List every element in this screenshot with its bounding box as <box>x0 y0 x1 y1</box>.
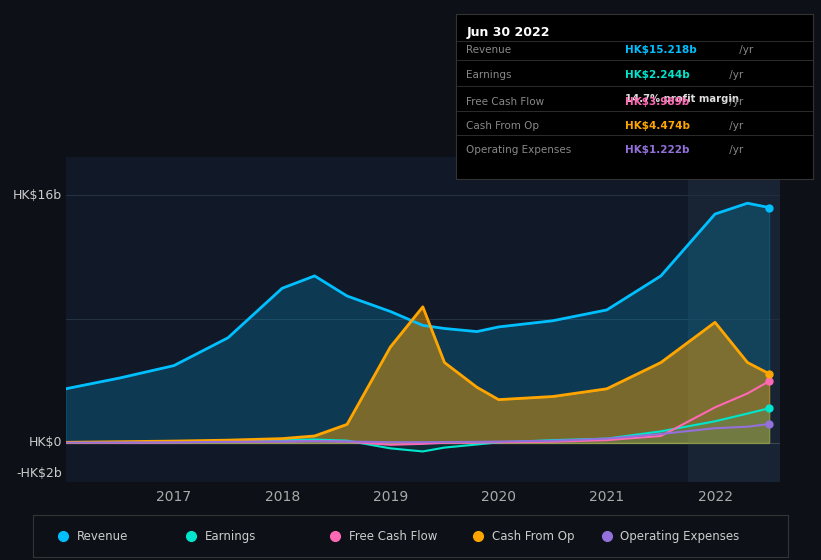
Text: HK$1.222b: HK$1.222b <box>626 146 690 155</box>
Text: Operating Expenses: Operating Expenses <box>466 146 571 155</box>
Text: Free Cash Flow: Free Cash Flow <box>466 97 544 106</box>
Text: /yr: /yr <box>736 45 753 54</box>
Text: Free Cash Flow: Free Cash Flow <box>349 530 437 543</box>
Text: Earnings: Earnings <box>205 530 256 543</box>
Text: HK$15.218b: HK$15.218b <box>626 45 697 54</box>
Text: HK$16b: HK$16b <box>13 189 62 202</box>
Text: -HK$2b: -HK$2b <box>16 468 62 480</box>
Text: Jun 30 2022: Jun 30 2022 <box>466 26 550 39</box>
Text: Earnings: Earnings <box>466 70 511 80</box>
Text: Cash From Op: Cash From Op <box>466 120 539 130</box>
Text: 14.7% profit margin: 14.7% profit margin <box>626 94 739 104</box>
Text: Cash From Op: Cash From Op <box>492 530 575 543</box>
Text: Operating Expenses: Operating Expenses <box>621 530 740 543</box>
Text: /yr: /yr <box>726 70 743 80</box>
Text: HK$0: HK$0 <box>29 436 62 450</box>
Text: /yr: /yr <box>726 120 743 130</box>
Bar <box>688 157 780 482</box>
Text: /yr: /yr <box>726 97 743 106</box>
Text: Revenue: Revenue <box>76 530 128 543</box>
Text: Revenue: Revenue <box>466 45 511 54</box>
Text: HK$4.474b: HK$4.474b <box>626 120 690 130</box>
Text: HK$3.989b: HK$3.989b <box>626 97 690 106</box>
Text: HK$2.244b: HK$2.244b <box>626 70 690 80</box>
Text: /yr: /yr <box>726 146 743 155</box>
